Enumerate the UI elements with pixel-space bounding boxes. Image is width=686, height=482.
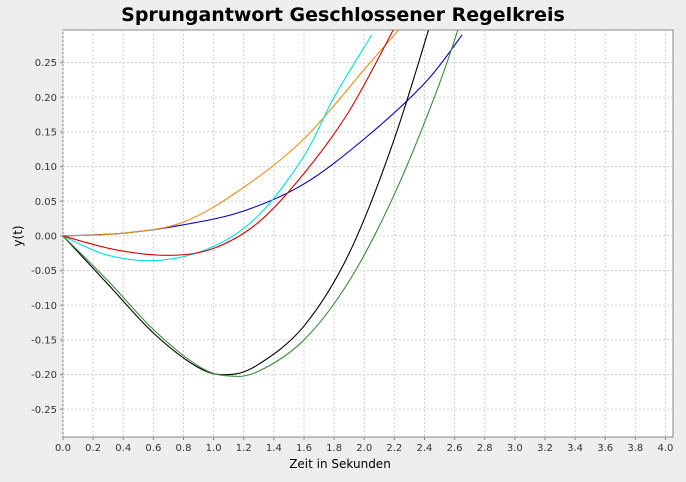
series-line-1 [63, 30, 400, 237]
series-line-2 [63, 34, 373, 262]
y-tick-label: -0.20 [31, 370, 57, 381]
x-tick-label: 0.0 [55, 443, 71, 454]
axis-ticks: 0.0 0.2 0.4 0.6 0.8 1.0 1.2 1.4 1.6 1.8 2.0 2.2 2.4 2… [31, 58, 673, 454]
y-tick-label: -0.25 [31, 405, 57, 416]
x-tick-label: 2.4 [417, 443, 433, 454]
x-tick-label: 0.2 [85, 443, 101, 454]
chart-title: Sprungantwort Geschlossener Regelkreis [121, 4, 565, 26]
plot-area [62, 29, 674, 438]
x-tick-label: 3.0 [507, 443, 523, 454]
x-axis-label: Zeit in Sekunden [289, 457, 391, 471]
x-tick-label: 2.0 [356, 443, 372, 454]
y-tick-label: -0.05 [31, 266, 57, 277]
series-lines [63, 30, 463, 377]
x-tick-label: 4.0 [658, 443, 674, 454]
x-tick-label: 1.2 [236, 443, 252, 454]
x-tick-label: 3.8 [627, 443, 643, 454]
y-tick-label: -0.10 [31, 301, 57, 312]
y-tick-label: 0.00 [35, 231, 57, 242]
x-tick-label: 0.4 [115, 443, 131, 454]
x-tick-label: 1.6 [296, 443, 312, 454]
x-tick-label: 0.6 [145, 443, 161, 454]
x-tick-label: 1.0 [206, 443, 222, 454]
x-tick-label: 3.6 [597, 443, 613, 454]
y-tick-label: 0.20 [35, 93, 57, 104]
series-line-3 [63, 30, 394, 256]
series-line-5 [63, 30, 459, 377]
y-axis-label: y(t) [11, 225, 25, 246]
series-line-4 [63, 30, 430, 376]
x-tick-label: 2.6 [447, 443, 463, 454]
y-tick-label: 0.05 [35, 197, 57, 208]
x-tick-label: 1.8 [326, 443, 342, 454]
y-tick-label: 0.15 [35, 127, 57, 138]
x-tick-label: 0.8 [176, 443, 192, 454]
y-tick-label: -0.15 [31, 335, 57, 346]
y-tick-label: 0.25 [35, 58, 57, 69]
x-tick-label: 3.2 [537, 443, 553, 454]
x-tick-label: 2.2 [386, 443, 402, 454]
y-tick-label: 0.10 [35, 162, 57, 173]
x-tick-label: 3.4 [567, 443, 583, 454]
x-tick-label: 1.4 [266, 443, 282, 454]
x-tick-label: 2.8 [477, 443, 493, 454]
